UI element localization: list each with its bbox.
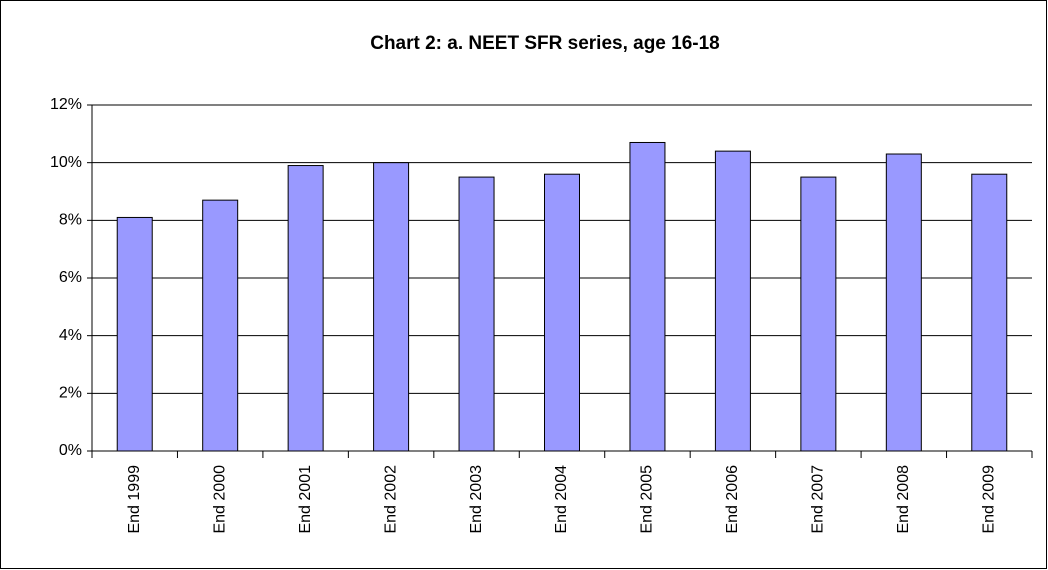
bar <box>287 165 324 452</box>
x-tick-label: End 2006 <box>724 465 741 534</box>
x-tick-label: End 2003 <box>468 465 485 534</box>
bar <box>629 141 666 452</box>
x-tick-label: End 2002 <box>382 465 399 534</box>
x-tick-label: End 2008 <box>895 465 912 534</box>
x-tick-label: End 1999 <box>126 465 143 534</box>
y-tick-label: 4% <box>59 327 82 344</box>
x-tick-label: End 2005 <box>639 465 656 534</box>
bar <box>116 216 153 452</box>
x-tick-label: End 2001 <box>297 465 314 534</box>
bar <box>458 176 495 452</box>
y-tick-label: 0% <box>59 442 82 459</box>
bar <box>800 176 837 452</box>
x-tick-label: End 2007 <box>810 465 827 534</box>
y-tick-label: 8% <box>59 212 82 229</box>
bar <box>544 173 580 452</box>
x-tick-label: End 2009 <box>980 465 997 534</box>
y-tick-label: 6% <box>59 269 82 286</box>
y-tick-label: 2% <box>59 385 82 402</box>
bar <box>885 153 922 452</box>
y-tick-label: 12% <box>50 96 82 113</box>
chart-title: Chart 2: a. NEET SFR series, age 16-18 <box>370 33 720 54</box>
x-tick-label: End 2000 <box>211 465 228 534</box>
y-tick-label: 10% <box>50 154 82 171</box>
bar <box>373 162 410 452</box>
bar <box>202 199 239 452</box>
bar <box>971 173 1008 452</box>
bar <box>714 150 751 452</box>
x-tick-label: End 2004 <box>553 465 570 534</box>
